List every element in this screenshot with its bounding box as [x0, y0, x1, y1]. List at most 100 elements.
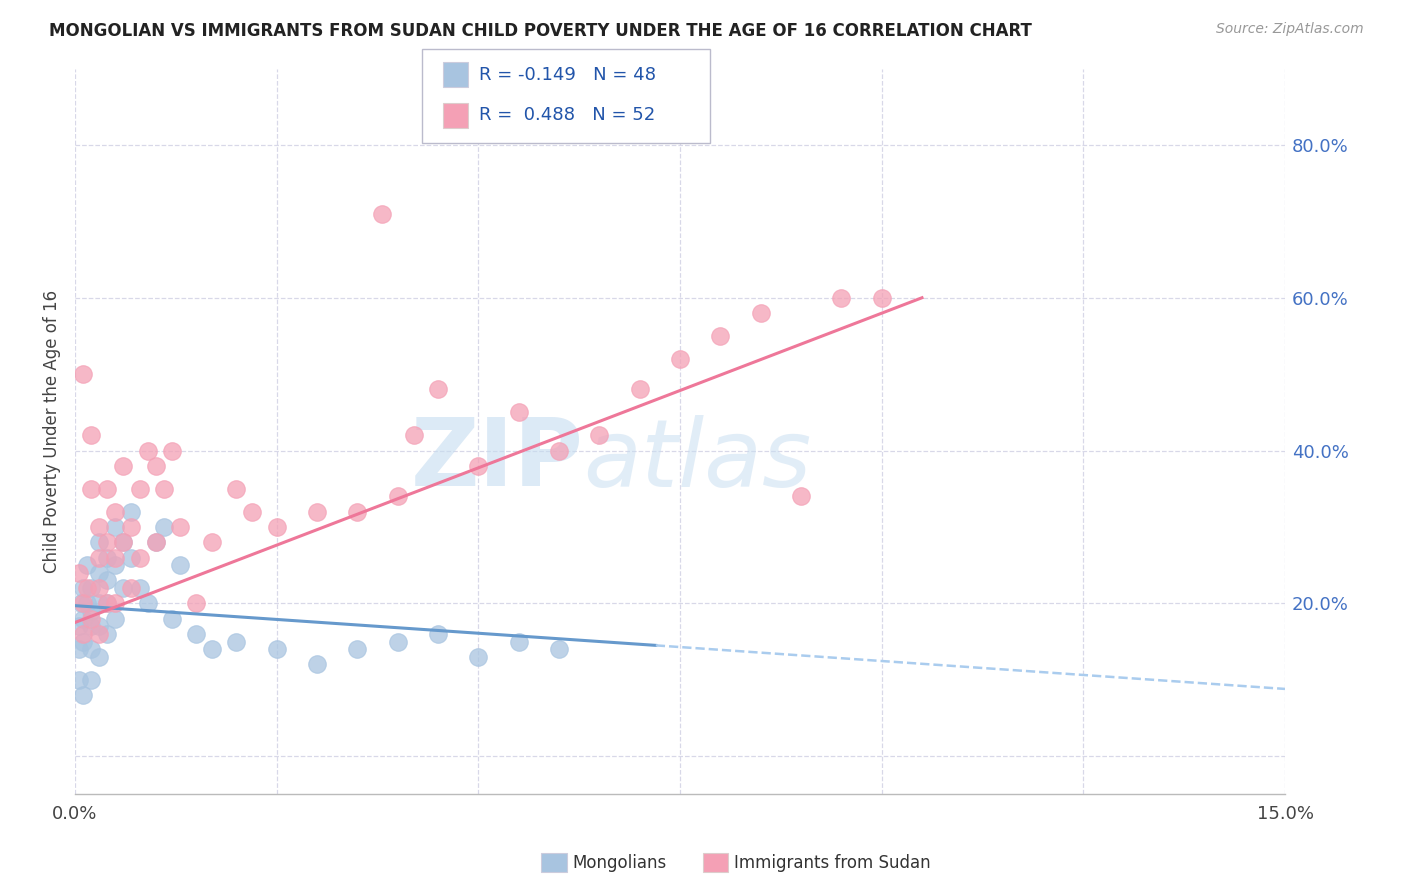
Text: Immigrants from Sudan: Immigrants from Sudan — [734, 854, 931, 871]
Point — [112, 581, 135, 595]
Point — [152, 520, 174, 534]
Point — [266, 520, 288, 534]
Point — [305, 505, 328, 519]
Point — [427, 383, 450, 397]
Point — [89, 550, 111, 565]
Point — [225, 482, 247, 496]
Point — [145, 458, 167, 473]
Point — [669, 351, 692, 366]
Point — [225, 634, 247, 648]
Point — [136, 596, 159, 610]
Point — [89, 535, 111, 549]
Point — [80, 482, 103, 496]
Point — [80, 604, 103, 618]
Point — [67, 619, 90, 633]
Point — [72, 627, 94, 641]
Point — [80, 612, 103, 626]
Point — [184, 596, 207, 610]
Point — [76, 581, 98, 595]
Point — [72, 688, 94, 702]
Point — [112, 458, 135, 473]
Point — [346, 642, 368, 657]
Text: Mongolians: Mongolians — [572, 854, 666, 871]
Point — [80, 619, 103, 633]
Point — [104, 596, 127, 610]
Text: MONGOLIAN VS IMMIGRANTS FROM SUDAN CHILD POVERTY UNDER THE AGE OF 16 CORRELATION: MONGOLIAN VS IMMIGRANTS FROM SUDAN CHILD… — [49, 22, 1032, 40]
Point — [96, 550, 118, 565]
Point — [121, 505, 143, 519]
Point — [104, 520, 127, 534]
Point — [67, 566, 90, 580]
Point — [467, 458, 489, 473]
Point — [89, 627, 111, 641]
Point — [72, 596, 94, 610]
Point — [508, 405, 530, 419]
Point — [160, 443, 183, 458]
Point — [104, 612, 127, 626]
Point — [76, 596, 98, 610]
Point — [169, 520, 191, 534]
Point — [387, 634, 409, 648]
Point — [67, 642, 90, 657]
Point — [96, 482, 118, 496]
Point — [89, 520, 111, 534]
Point — [160, 612, 183, 626]
Text: atlas: atlas — [583, 415, 811, 506]
Point — [96, 535, 118, 549]
Point — [548, 443, 571, 458]
Point — [104, 558, 127, 573]
Point — [128, 581, 150, 595]
Point — [201, 535, 224, 549]
Point — [76, 558, 98, 573]
Point — [152, 482, 174, 496]
Point — [136, 443, 159, 458]
Point — [709, 329, 731, 343]
Point — [169, 558, 191, 573]
Text: ZIP: ZIP — [411, 415, 583, 507]
Point — [830, 291, 852, 305]
Y-axis label: Child Poverty Under the Age of 16: Child Poverty Under the Age of 16 — [44, 290, 60, 573]
Point — [346, 505, 368, 519]
Point — [128, 550, 150, 565]
Point — [112, 535, 135, 549]
Point — [201, 642, 224, 657]
Point — [121, 550, 143, 565]
Point — [89, 649, 111, 664]
Point — [70, 596, 93, 610]
Point — [89, 596, 111, 610]
Point — [89, 581, 111, 595]
Point — [72, 367, 94, 381]
Point — [145, 535, 167, 549]
Point — [72, 634, 94, 648]
Point — [548, 642, 571, 657]
Point — [89, 566, 111, 580]
Point — [72, 612, 94, 626]
Point — [112, 535, 135, 549]
Point — [80, 673, 103, 687]
Point — [242, 505, 264, 519]
Point — [184, 627, 207, 641]
Point — [628, 383, 651, 397]
Point — [870, 291, 893, 305]
Point — [128, 482, 150, 496]
Point — [89, 619, 111, 633]
Point — [96, 596, 118, 610]
Point — [104, 550, 127, 565]
Point — [72, 581, 94, 595]
Text: Source: ZipAtlas.com: Source: ZipAtlas.com — [1216, 22, 1364, 37]
Point — [370, 207, 392, 221]
Text: R = -0.149   N = 48: R = -0.149 N = 48 — [479, 66, 657, 84]
Point — [402, 428, 425, 442]
Point — [104, 505, 127, 519]
Point — [96, 574, 118, 588]
Point — [387, 489, 409, 503]
Point — [427, 627, 450, 641]
Point — [67, 673, 90, 687]
Point — [80, 642, 103, 657]
Text: R =  0.488   N = 52: R = 0.488 N = 52 — [479, 106, 655, 124]
Point — [80, 428, 103, 442]
Point — [80, 581, 103, 595]
Point — [121, 520, 143, 534]
Point — [266, 642, 288, 657]
Point — [790, 489, 813, 503]
